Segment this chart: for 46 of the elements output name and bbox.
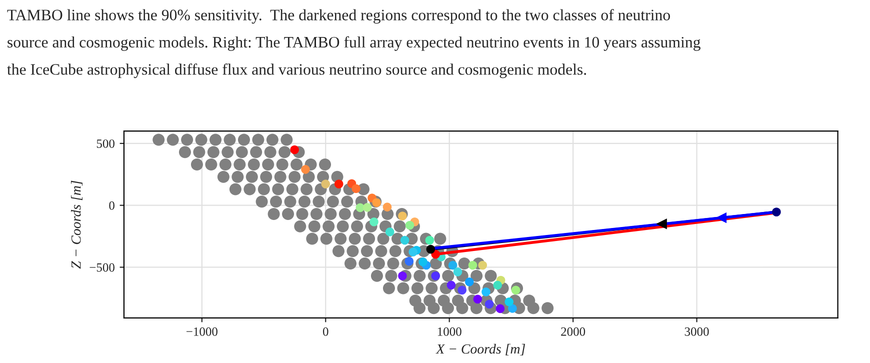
point: [404, 256, 414, 266]
point: [511, 286, 520, 295]
text: TAMBO line shows the 90% sensitivity. The darkened regions correspond to the two classes of neutrino: [7, 9, 670, 24]
point: [448, 260, 458, 270]
x-tick-label: 3000: [684, 327, 709, 336]
point: [362, 203, 372, 212]
point: [656, 218, 667, 230]
x-tick-label: 1000: [438, 327, 462, 336]
point: [382, 202, 392, 212]
point: [400, 236, 410, 245]
point: [458, 286, 466, 295]
text: the IceCube astrophysical diffuse flux and various neutrino source and cosmogenic models.: [7, 64, 586, 78]
y-axis-title: Z − Coords [m]: [70, 180, 82, 269]
x-tick-label: 2000: [561, 327, 586, 336]
y-tick-label: −500: [90, 263, 114, 272]
y-tick-label: 500: [96, 139, 114, 148]
point: [496, 304, 505, 314]
point: [352, 184, 360, 194]
point: [453, 268, 462, 276]
point: [301, 165, 310, 174]
source-note: source and cosmogenic models. Right: The TAMBO full array expected neutrino events in 10 years assuming: [8, 36, 700, 51]
point: [493, 280, 502, 290]
point: [408, 248, 418, 256]
point: [478, 260, 488, 270]
point: [425, 236, 434, 245]
point: [446, 280, 456, 290]
x-tick-label: −1000: [186, 327, 218, 336]
point: [431, 272, 440, 280]
point: [464, 277, 474, 286]
point: [426, 244, 436, 254]
x-tick-label: 0: [322, 327, 328, 336]
point: [473, 294, 482, 304]
point: [321, 180, 330, 188]
point: [385, 228, 394, 236]
point: [772, 208, 781, 216]
point: [504, 298, 514, 306]
point: [468, 260, 478, 270]
y-tick-label: 0: [109, 201, 114, 210]
point: [334, 180, 344, 188]
point: [508, 304, 517, 313]
point: [405, 220, 414, 230]
point: [482, 287, 490, 296]
point: [418, 258, 428, 266]
x-axis-title: X − Coords [m]: [436, 344, 526, 356]
point: [484, 300, 494, 309]
point: [716, 212, 727, 224]
